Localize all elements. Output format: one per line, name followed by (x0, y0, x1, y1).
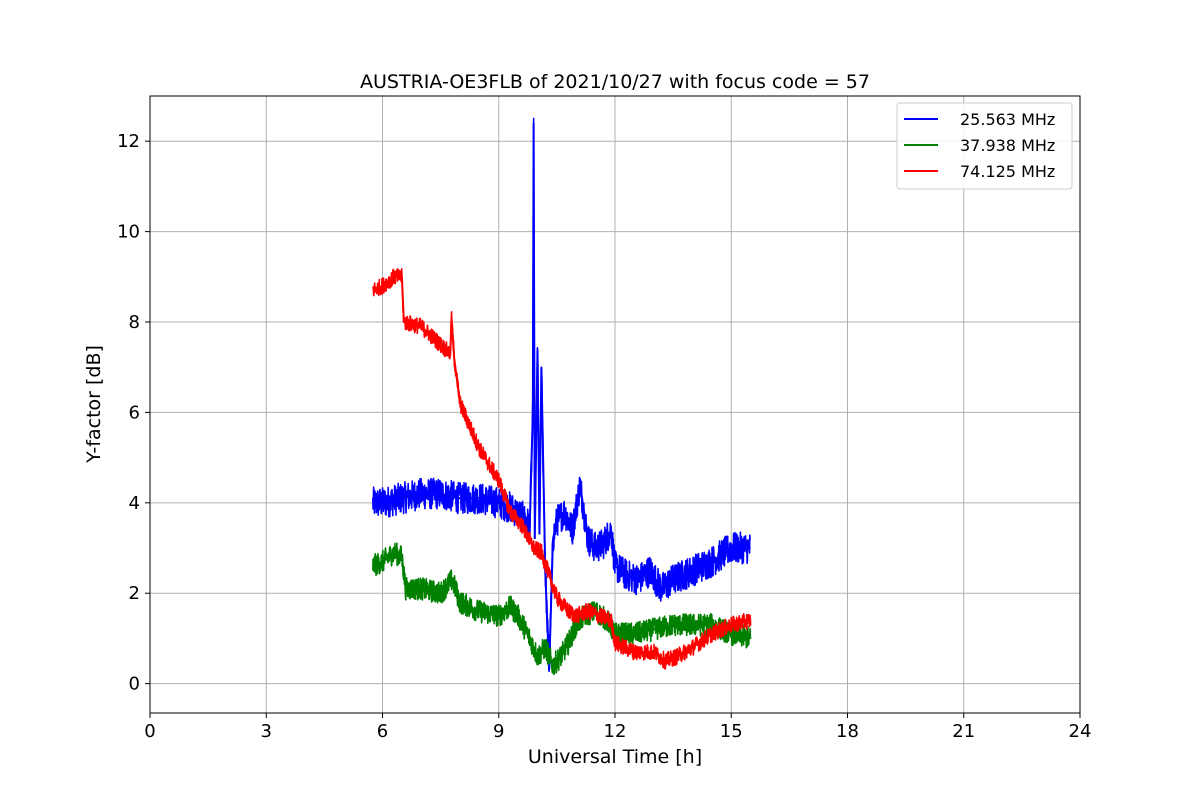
x-tick-label: 24 (1069, 721, 1092, 742)
grid-layer (149, 96, 1081, 713)
x-tick-label: 0 (144, 721, 155, 742)
legend-label-1: 25.563 MHz (960, 110, 1055, 129)
y-tick-label: 4 (129, 493, 140, 514)
legend: 25.563 MHz 37.938 MHz 74.125 MHz (896, 102, 1073, 190)
series-line-1 (372, 117, 752, 673)
x-tick-label: 6 (377, 721, 388, 742)
y-tick-label: 2 (129, 583, 140, 604)
chart-title: AUSTRIA-OE3FLB of 2021/10/27 with focus … (360, 71, 870, 93)
x-tick-label: 15 (720, 721, 743, 742)
x-tick-label: 18 (836, 721, 859, 742)
y-axis-label: Y-factor [dB] (83, 345, 105, 464)
x-tick-label: 3 (261, 721, 272, 742)
series-line-3 (372, 267, 752, 670)
series-trend-2 (372, 551, 751, 668)
y-tick-label: 10 (117, 222, 140, 243)
series-trend-3 (372, 275, 751, 663)
y-tick-label: 8 (129, 312, 140, 333)
x-tick-label: 12 (604, 721, 627, 742)
series-line-2 (372, 542, 752, 675)
data-layer (372, 117, 752, 675)
y-tick-label: 6 (129, 402, 140, 423)
legend-label-3: 74.125 MHz (960, 162, 1055, 181)
y-tick-label: 12 (117, 131, 140, 152)
x-tick-label: 21 (952, 721, 975, 742)
x-axis-label: Universal Time [h] (528, 746, 702, 768)
legend-box (896, 102, 1073, 190)
series-trend-1 (372, 123, 751, 671)
y-tick-label: 0 (129, 674, 140, 695)
x-tick-label: 9 (493, 721, 504, 742)
legend-label-2: 37.938 MHz (960, 136, 1055, 155)
